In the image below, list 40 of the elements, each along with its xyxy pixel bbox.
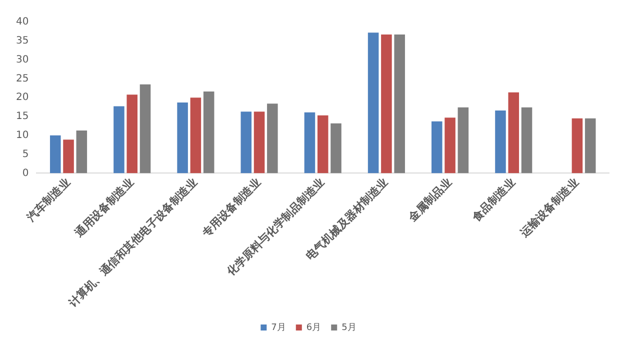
bar — [50, 135, 61, 174]
bar — [190, 98, 202, 174]
y-tick-label: 5 — [22, 148, 29, 160]
x-tick-label: 金属制品业 — [405, 176, 454, 225]
y-tick-label: 25 — [16, 73, 29, 84]
bar — [254, 112, 265, 174]
bar — [267, 104, 278, 174]
x-tick-label: 食品制造业 — [468, 176, 518, 225]
bar — [114, 106, 124, 174]
bar — [394, 34, 405, 174]
bar — [304, 112, 316, 174]
bar — [76, 130, 88, 174]
bar — [572, 118, 583, 174]
legend-label: 6月 — [306, 322, 322, 333]
y-tick-label: 30 — [16, 54, 29, 66]
y-tick-label: 10 — [16, 130, 29, 142]
bar — [444, 118, 456, 174]
y-tick-label: 35 — [16, 35, 29, 46]
x-tick-label: 运输设备制造业 — [517, 176, 582, 240]
legend-label: 5月 — [342, 322, 356, 333]
y-tick-label: 40 — [16, 16, 29, 28]
y-tick-label: 20 — [16, 92, 29, 104]
bar — [381, 34, 392, 174]
bar — [317, 115, 328, 174]
bar — [240, 112, 252, 174]
bar — [330, 123, 342, 174]
y-tick-label: 15 — [16, 111, 29, 122]
bar — [177, 102, 188, 174]
bar — [495, 110, 506, 174]
bar — [140, 84, 151, 174]
bar — [432, 121, 442, 174]
bar — [368, 32, 379, 174]
bar — [203, 92, 214, 174]
bar — [521, 107, 532, 174]
legend-label: 7月 — [271, 322, 286, 333]
bar — [508, 92, 520, 174]
bar — [126, 94, 138, 174]
bar — [63, 140, 74, 174]
bar — [458, 107, 469, 174]
bar — [584, 118, 596, 174]
